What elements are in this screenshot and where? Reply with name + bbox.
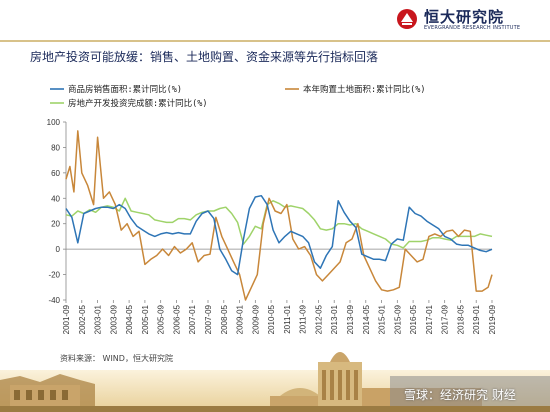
y-tick-label: 20	[51, 220, 60, 229]
watermark: 雪球：经济研究 财经	[404, 388, 516, 402]
x-axis: 2001-09 2002-05 2003-01 2003-09 2004-05 2005-…	[62, 300, 497, 334]
x-tick-label: 2016-05	[409, 304, 418, 334]
legend-label-sales: 商品房销售面积:累计同比(%)	[68, 84, 182, 95]
y-tick-label: 60	[51, 169, 60, 178]
series-line-funds	[65, 197, 493, 249]
x-tick-label: 2003-01	[94, 304, 103, 334]
x-tick-label: 2007-09	[204, 304, 213, 334]
y-tick-label: -20	[48, 271, 60, 280]
logo-subtitle: EVERGRANDE RESEARCH INSTITUTE	[424, 25, 521, 31]
x-tick-label: 2012-05	[314, 304, 323, 334]
x-tick-label: 2011-09	[299, 304, 308, 333]
y-tick-label: 0	[56, 245, 61, 254]
x-tick-label: 2019-09	[488, 304, 497, 334]
x-tick-label: 2018-05	[456, 304, 465, 334]
line-chart: 商品房销售面积:累计同比(%) 本年购置土地面积:累计同比(%) 房地产开发投资完成…	[47, 84, 497, 334]
series-line-land	[65, 130, 493, 301]
x-tick-label: 2003-09	[109, 304, 118, 334]
y-tick-label: -40	[48, 296, 60, 305]
chart-legend: 商品房销售面积:累计同比(%) 本年购置土地面积:累计同比(%) 房地产开发投资完成…	[50, 84, 425, 109]
y-tick-label: 40	[51, 194, 60, 203]
series-line-sales	[65, 194, 493, 276]
x-tick-label: 2011-01	[283, 304, 292, 333]
title-divider	[0, 40, 550, 42]
x-tick-label: 2002-05	[78, 304, 87, 334]
x-tick-label: 2009-09	[251, 304, 260, 334]
brand-logo: 恒大研究院 EVERGRANDE RESEARCH INSTITUTE	[396, 6, 546, 36]
x-tick-label: 2013-01	[330, 304, 339, 334]
x-tick-label: 2006-05	[172, 304, 181, 334]
x-tick-label: 2005-09	[157, 304, 166, 334]
x-tick-label: 2017-01	[425, 304, 434, 334]
x-tick-label: 2013-09	[346, 304, 355, 334]
y-tick-label: 100	[47, 118, 61, 127]
x-tick-label: 2010-05	[267, 304, 276, 334]
x-tick-label: 2004-05	[125, 304, 134, 334]
source-note: 资料来源： WIND，恒大研究院	[60, 354, 173, 363]
x-tick-label: 2019-01	[472, 304, 481, 334]
x-tick-label: 2009-01	[236, 304, 245, 334]
y-tick-label: 80	[51, 143, 60, 152]
x-tick-label: 2015-09	[393, 304, 402, 334]
logo-name: 恒大研究院	[424, 8, 505, 26]
page-title: 房地产投资可能放缓：销售、土地购置、资金来源等先行指标回落	[30, 50, 379, 64]
x-tick-label: 2008-05	[220, 304, 229, 334]
x-tick-label: 2001-09	[62, 304, 71, 334]
x-tick-label: 2015-01	[378, 304, 387, 334]
x-tick-label: 2007-01	[188, 304, 197, 334]
legend-label-land: 本年购置土地面积:累计同比(%)	[303, 84, 425, 95]
x-tick-label: 2017-09	[441, 304, 450, 334]
header-bar: 恒大研究院 EVERGRANDE RESEARCH INSTITUTE	[0, 0, 550, 40]
x-tick-label: 2014-05	[362, 304, 371, 334]
legend-label-funds: 房地产开发投资完成额:累计同比(%)	[68, 98, 207, 109]
y-axis: -40 -20 0 20 40 60 80 100	[47, 118, 492, 305]
logo-mark-icon	[397, 9, 417, 29]
footer-architecture-illustration	[0, 352, 550, 412]
x-tick-label: 2005-01	[141, 304, 150, 334]
series-lines	[65, 130, 493, 301]
